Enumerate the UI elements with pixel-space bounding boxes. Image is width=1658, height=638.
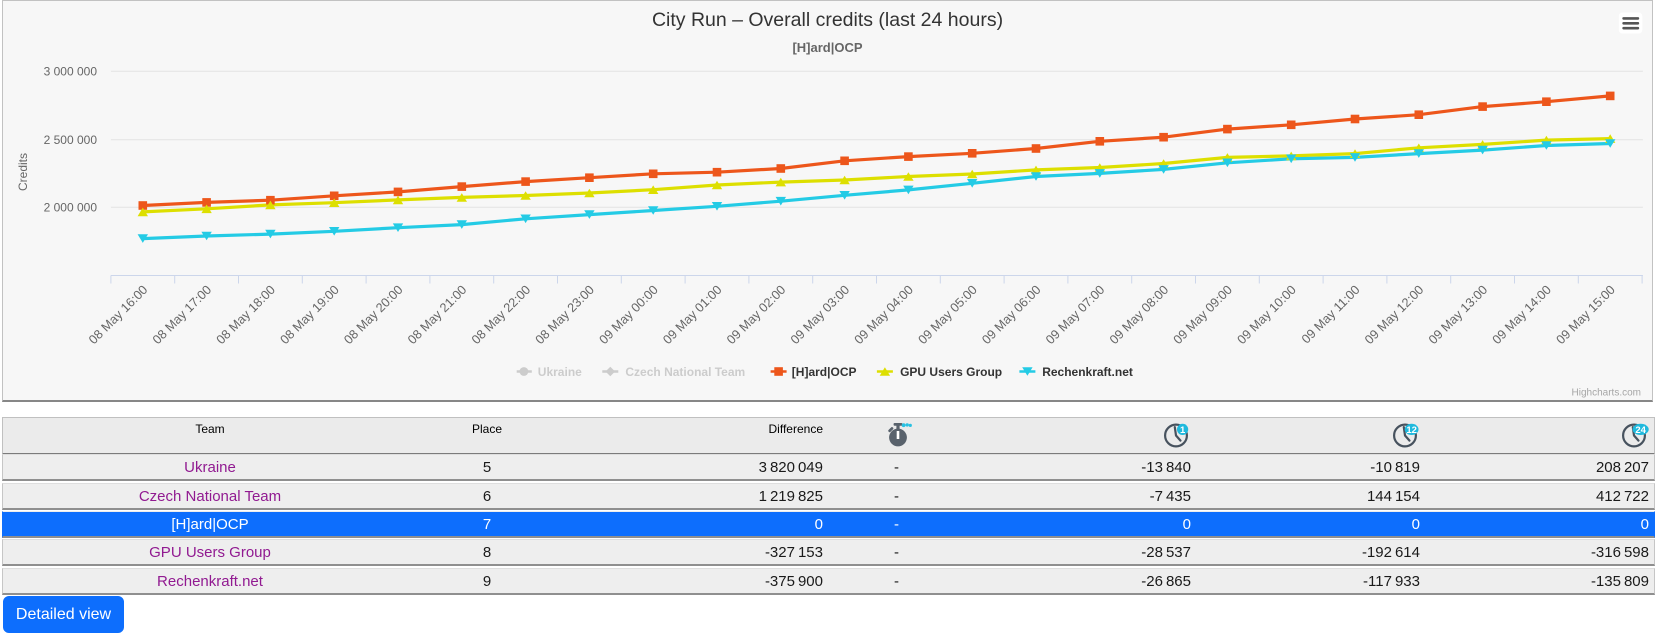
svg-text:24: 24 bbox=[1635, 425, 1646, 436]
svg-text:12: 12 bbox=[1406, 425, 1417, 436]
svg-text:Credits: Credits bbox=[16, 153, 30, 191]
svg-text:GPU Users Group: GPU Users Group bbox=[900, 365, 1002, 379]
svg-text:2 500 000: 2 500 000 bbox=[44, 133, 98, 147]
svg-text:1: 1 bbox=[1180, 425, 1186, 436]
svg-text:Czech National Team: Czech National Team bbox=[625, 365, 745, 379]
svg-text:City Run – Overall credits (la: City Run – Overall credits (last 24 hour… bbox=[652, 9, 1003, 31]
svg-text:Rechenkraft.net: Rechenkraft.net bbox=[1042, 365, 1133, 379]
svg-text:Ukraine: Ukraine bbox=[538, 365, 582, 379]
svg-text:[H]ard|OCP: [H]ard|OCP bbox=[792, 365, 857, 379]
svg-text:2 000 000: 2 000 000 bbox=[44, 200, 98, 214]
svg-text:[H]ard|OCP: [H]ard|OCP bbox=[792, 40, 862, 55]
svg-text:Highcharts.com: Highcharts.com bbox=[1572, 388, 1641, 399]
svg-text:3 000 000: 3 000 000 bbox=[44, 65, 98, 79]
